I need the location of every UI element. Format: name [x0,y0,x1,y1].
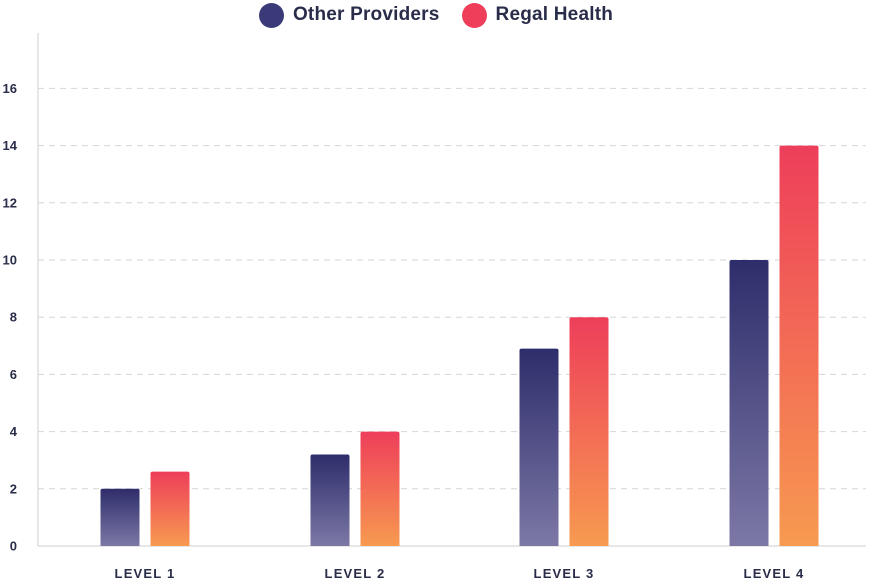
bar-layer [100,145,819,546]
x-category-label: LEVEL 2 [325,566,386,579]
y-tick-label: 10 [3,253,17,268]
y-tick-label: 0 [10,539,17,554]
legend-item-other-providers: Other Providers [258,2,440,28]
legend-item-regal-health: Regal Health [461,2,614,28]
legend-label-other-providers: Other Providers [292,4,440,25]
y-tick-label: 8 [10,310,17,325]
legend-swatch-other-providers [258,2,284,28]
bar-regal-health-4 [779,145,819,546]
legend-label-regal-health: Regal Health [495,4,614,25]
bar-other-providers-1 [100,488,140,546]
label-layer: 0 2 4 6 8 10 12 14 16 LEVEL 1 LEVEL 2 LEVEL 3 LEVEL … [3,81,805,579]
y-tick-label: 12 [3,195,17,210]
y-tick-label: 6 [10,367,17,382]
legend: Other Providers Regal Health [0,2,872,28]
y-tick-label: 14 [3,138,18,153]
bar-other-providers-3 [519,348,559,546]
bar-regal-health-1 [150,471,190,546]
x-category-label: LEVEL 1 [115,566,176,579]
x-category-label: LEVEL 3 [534,566,595,579]
bar-regal-health-3 [569,317,609,546]
y-tick-label: 16 [3,81,17,96]
y-tick-label: 2 [10,481,17,496]
bar-regal-health-2 [360,431,400,546]
bar-other-providers-2 [310,454,350,546]
y-tick-label: 4 [10,424,18,439]
legend-swatch-regal-health [461,2,487,28]
x-category-label: LEVEL 4 [744,566,805,579]
bar-other-providers-4 [729,260,769,546]
